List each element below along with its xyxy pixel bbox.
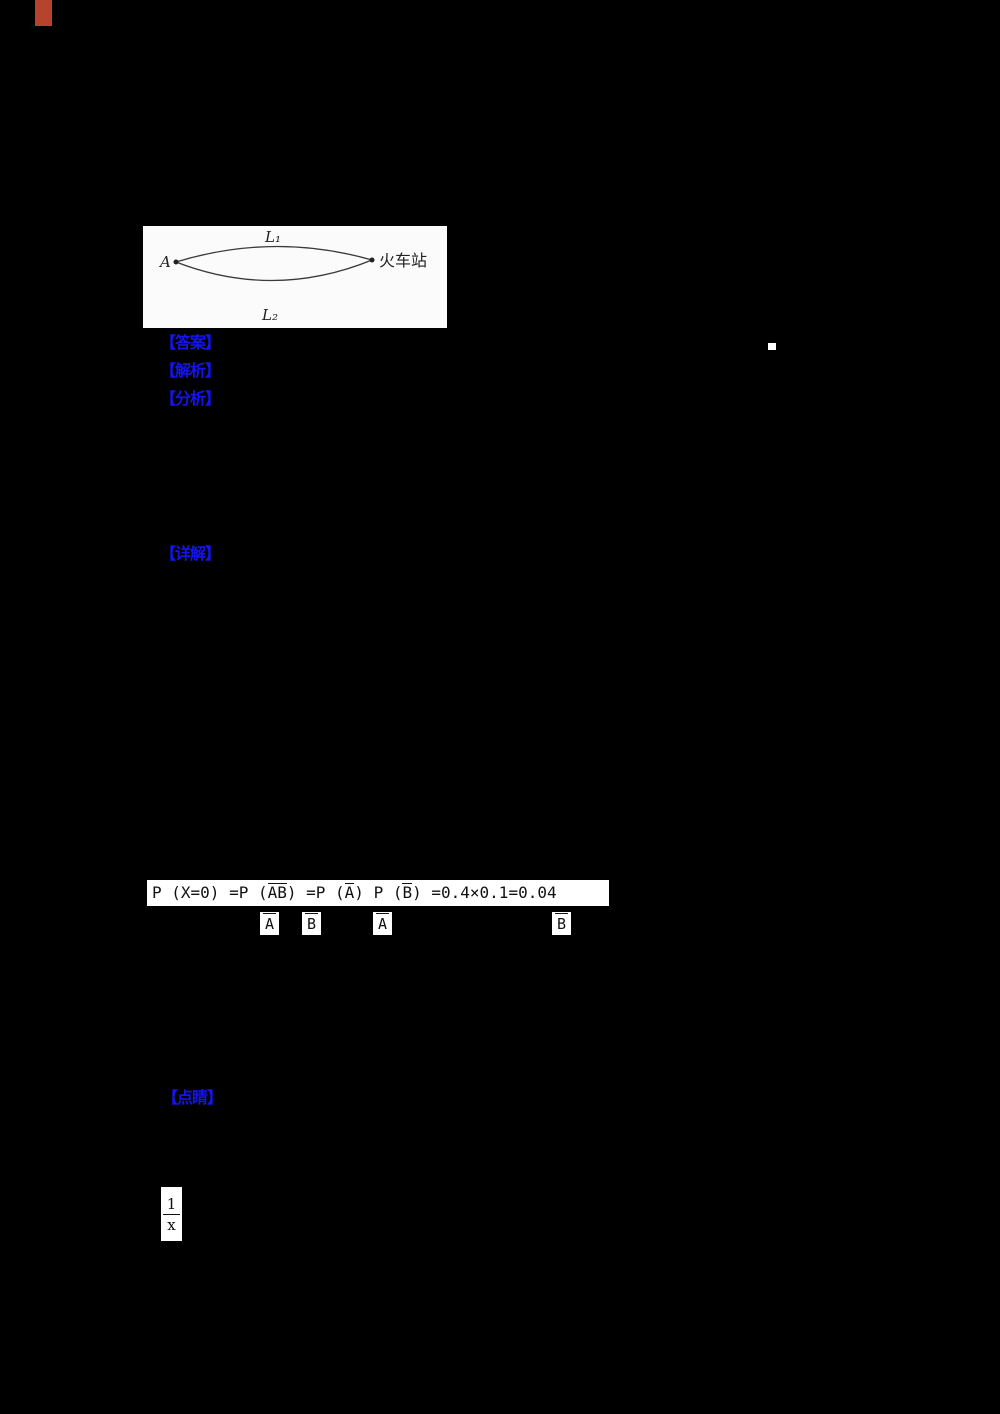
fraction-numerator: 1 xyxy=(162,1194,181,1215)
point-a-dot xyxy=(173,259,179,265)
chip-letter: A xyxy=(262,913,277,933)
point-a-label: A xyxy=(158,253,171,271)
keypoint-tag: 【点睛】 xyxy=(162,1088,223,1107)
overline-b-chip: B xyxy=(552,912,571,935)
overline-b-chip: B xyxy=(302,912,321,935)
overline-b: B xyxy=(402,883,413,902)
route-l2-curve xyxy=(175,259,373,282)
route-diagram: A 火车站 L₁ L₂ xyxy=(143,226,447,328)
l2-label: L₂ xyxy=(261,306,278,324)
fraction-denominator: x xyxy=(167,1216,176,1234)
fraction-one-over-x: 1 x xyxy=(161,1187,182,1241)
probability-equation: P (X=0) =P (AB) =P (A) P (B) =0.4×0.1=0.… xyxy=(147,880,609,906)
chip-letter: B xyxy=(304,913,319,933)
analysis-tag: 【解析】 xyxy=(160,361,221,380)
equation-segment: P (X=0) =P ( xyxy=(152,883,268,902)
station-dot xyxy=(369,257,375,263)
stray-dot xyxy=(768,343,776,350)
route-diagram-svg: A 火车站 L₁ L₂ xyxy=(158,228,427,324)
chip-letter: B xyxy=(554,913,569,933)
l1-label: L₁ xyxy=(264,228,281,246)
route-l1-curve xyxy=(175,245,373,263)
answer-tag: 【答案】 xyxy=(160,333,221,352)
chip-letter: A xyxy=(375,913,390,933)
overline-a-chip: A xyxy=(373,912,392,935)
equation-segment: ) =P ( xyxy=(286,883,345,902)
equation-segment: ) P ( xyxy=(354,883,403,902)
overline-ab: AB xyxy=(267,883,287,902)
red-annotation-mark xyxy=(35,0,52,26)
overline-a-chip: A xyxy=(260,912,279,935)
breakdown-tag: 【分析】 xyxy=(160,389,221,408)
equation-segment: ) =0.4×0.1=0.04 xyxy=(412,883,557,902)
detail-tag: 【详解】 xyxy=(160,544,221,563)
station-label: 火车站 xyxy=(379,251,427,270)
overline-a: A xyxy=(344,883,355,902)
